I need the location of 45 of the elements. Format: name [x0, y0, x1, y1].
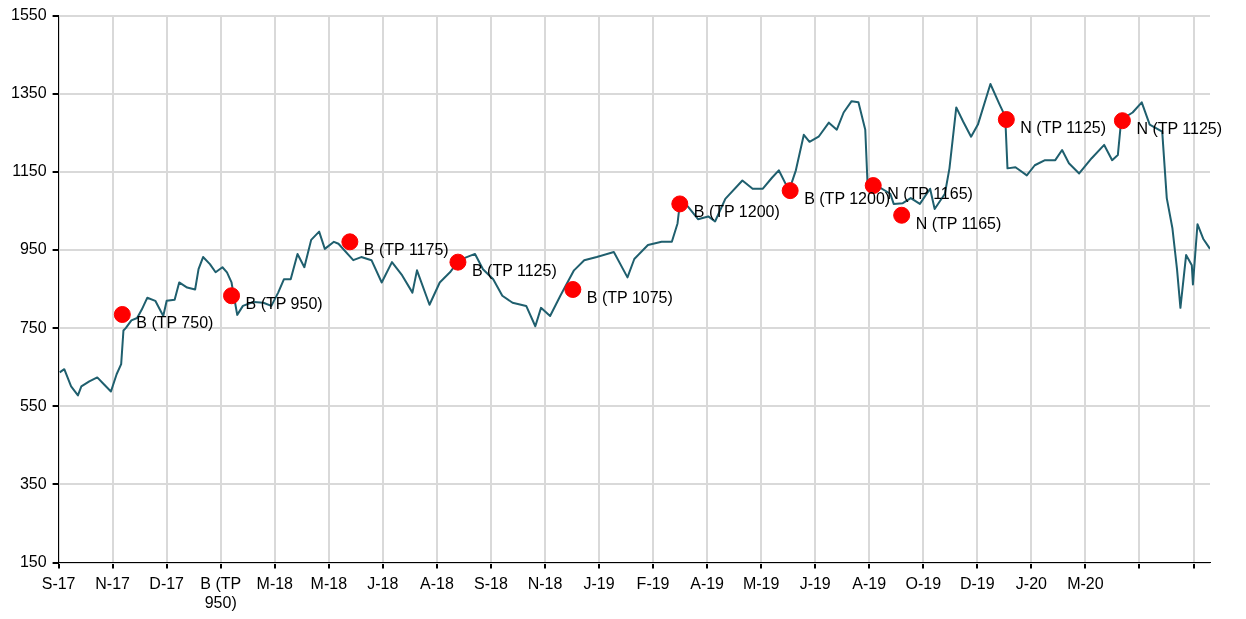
x-tick-label: N-18 [527, 574, 563, 592]
x-tick-label: B (TP 950) [200, 574, 242, 611]
data-label: B (TP 1125) [471, 261, 557, 279]
data-label: B (TP 750) [136, 313, 214, 331]
data-label: N (TP 1125) [1020, 118, 1107, 136]
point [223, 287, 241, 305]
point [449, 253, 467, 271]
y-tick-label: 150 [19, 553, 47, 571]
x-tick-label: A-19 [690, 574, 725, 592]
x-tick-label: M-18 [310, 574, 348, 592]
data-label: N (TP 1125) [1136, 120, 1223, 138]
y-tick-label: 1150 [12, 162, 47, 180]
x-tick-label: J-20 [1015, 574, 1048, 592]
point [564, 280, 582, 298]
x-tick-label: M-18 [256, 574, 294, 592]
x-tick-label: A-18 [420, 574, 454, 592]
point [341, 233, 359, 251]
data-label: B (TP 1075) [586, 288, 673, 306]
x-tick-label: S-17 [41, 574, 76, 592]
x-tick-label: F-19 [636, 574, 670, 592]
y-tick-label: 1350 [11, 84, 47, 102]
point [1113, 112, 1131, 130]
y-tick-label: 1550 [11, 6, 47, 24]
x-tick-label: J-18 [367, 574, 399, 592]
data-label: B (TP 1175) [363, 241, 449, 259]
y-tick-label: 950 [19, 240, 47, 258]
point [893, 206, 911, 224]
x-tick-label: O-19 [905, 574, 942, 592]
x-tick-label: J-19 [583, 574, 615, 592]
x-tick-label: S-18 [474, 574, 508, 592]
y-tick-label: 350 [19, 474, 47, 492]
point [113, 306, 131, 323]
data-label: N (TP 1165) [915, 214, 1002, 232]
x-tick-label: D-17 [149, 574, 185, 592]
x-tick-label: A-19 [852, 574, 887, 592]
point [997, 111, 1015, 129]
x-tick-label: M-19 [742, 574, 780, 592]
point [671, 195, 689, 213]
x-tick-label: M-20 [1067, 574, 1104, 592]
x-tick-label: D-19 [959, 574, 995, 592]
x-tick-label: N-17 [95, 574, 131, 592]
x-tick-label: J-19 [799, 574, 831, 592]
y-tick-label: 750 [19, 318, 47, 336]
y-tick-label: 550 [19, 396, 47, 414]
point [781, 182, 799, 200]
